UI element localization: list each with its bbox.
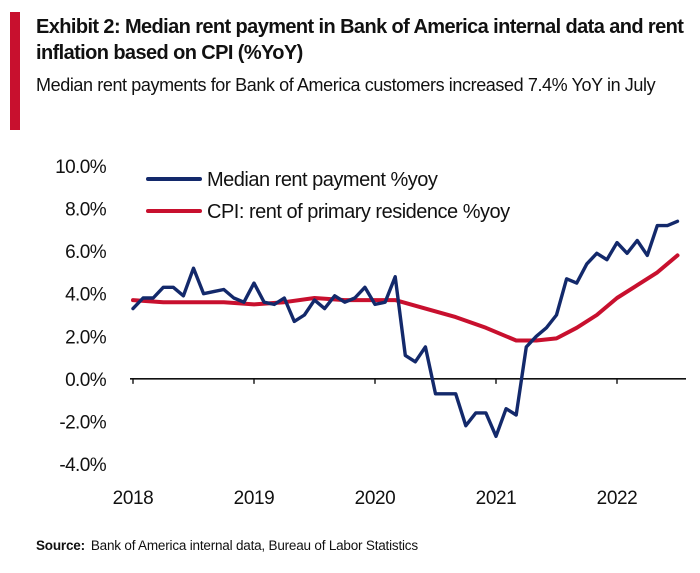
series-layer xyxy=(131,219,680,438)
legend-label: CPI: rent of primary residence %yoy xyxy=(207,201,510,223)
y-tick-label: 8.0% xyxy=(65,200,107,221)
source-text: Bank of America internal data, Bureau of… xyxy=(90,538,418,553)
rent-payment-line xyxy=(131,219,680,438)
x-axis: 2018 2019 2020 2021 2022 xyxy=(113,378,686,509)
cpi-rent-line xyxy=(131,253,680,343)
y-tick-label: 0.0% xyxy=(65,370,107,391)
accent-bar xyxy=(10,12,20,130)
y-tick-label: 4.0% xyxy=(65,285,107,306)
y-tick-label: -2.0% xyxy=(59,412,106,433)
x-tick-label: 2021 xyxy=(476,488,517,509)
legend: Median rent payment %yoy CPI: rent of pri… xyxy=(146,169,511,223)
x-tick-label: 2022 xyxy=(597,488,638,509)
x-tick-label: 2020 xyxy=(355,488,396,509)
y-tick-label: 2.0% xyxy=(65,327,107,348)
source-label: Source: xyxy=(36,538,85,553)
x-tick-label: 2018 xyxy=(113,488,154,509)
y-tick-label: 10.0% xyxy=(55,157,107,178)
y-tick-label: 6.0% xyxy=(65,242,107,263)
chart-subtitle: Median rent payments for Bank of America… xyxy=(36,75,656,95)
source-note: Source: Bank of America internal data, Bu… xyxy=(36,538,418,553)
legend-label: Median rent payment %yoy xyxy=(207,169,438,191)
x-tick-label: 2019 xyxy=(234,488,275,509)
chart-title: Exhibit 2: Median rent payment in Bank o… xyxy=(36,16,684,64)
y-tick-label: -4.0% xyxy=(59,455,106,476)
y-axis: 10.0% 8.0% 6.0% 4.0% 2.0% 0.0% -2.0% -4.0% xyxy=(55,157,107,476)
